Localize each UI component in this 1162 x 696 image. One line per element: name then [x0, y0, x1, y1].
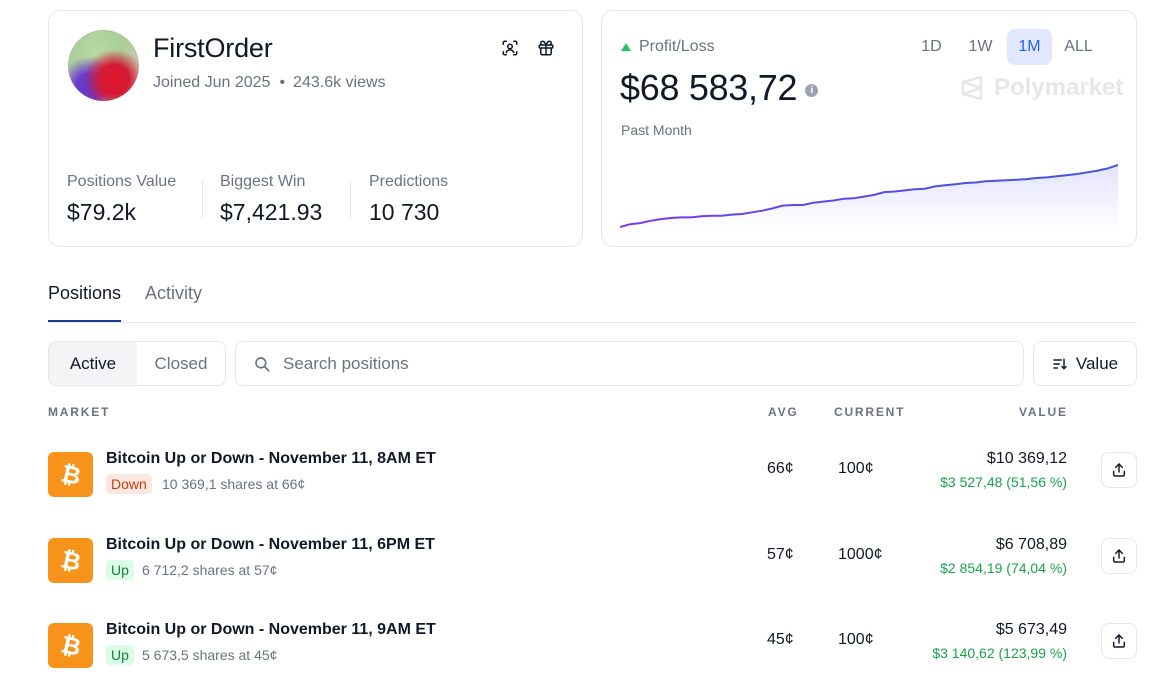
search-icon: [255, 356, 270, 372]
view-count: 243.6k views: [293, 74, 386, 91]
sort-icon: [1053, 358, 1067, 369]
bitcoin-glyph-icon: ₿: [58, 632, 83, 660]
range-tab-1w[interactable]: 1W: [968, 38, 993, 55]
separator-dot: •: [279, 74, 286, 91]
current-price: 1000¢: [838, 546, 883, 563]
shares-info: 5 673,5 shares at 45¢: [142, 647, 278, 663]
outcome-badge: Down: [106, 474, 152, 494]
search-input[interactable]: [283, 353, 1003, 374]
share-button[interactable]: [1101, 538, 1137, 574]
current-price: 100¢: [838, 631, 874, 648]
outcome-badge: Up: [106, 645, 134, 665]
pnl-label: Profit/Loss: [621, 38, 715, 56]
polymarket-logo-icon: [961, 75, 983, 101]
profit-loss-card: Profit/Loss $68 583,72 i Past Month 1D 1…: [601, 10, 1137, 247]
outcome-badge: Up: [106, 560, 134, 580]
pnl-line: [620, 164, 1118, 228]
position-value: $5 673,49: [995, 621, 1067, 638]
position-value: $6 708,89: [995, 536, 1067, 553]
market-title[interactable]: Bitcoin Up or Down - November 11, 8AM ET: [106, 450, 436, 467]
joined-date: Joined Jun 2025: [153, 74, 271, 91]
stat-value: $79.2k: [67, 199, 137, 225]
bitcoin-icon: ₿: [48, 623, 93, 668]
tab-positions[interactable]: Positions: [48, 283, 122, 322]
market-title[interactable]: Bitcoin Up or Down - November 11, 9AM ET: [106, 621, 436, 638]
svg-text:₿: ₿: [58, 461, 83, 489]
profile-meta: Joined Jun 2025 • 243.6k views: [153, 74, 386, 92]
range-tabs: 1D 1W 1M ALL: [909, 29, 1101, 65]
profile-tabs: Positions Activity: [48, 283, 202, 322]
pnl-chart: [620, 164, 1118, 231]
position-pnl: $2 854,19 (74,04 %): [940, 560, 1067, 576]
divider: [202, 180, 203, 218]
avg-price: 45¢: [767, 631, 794, 648]
divider: [350, 180, 351, 218]
closed-filter-button[interactable]: Closed: [154, 353, 208, 373]
pnl-amount: $68 583,72: [620, 67, 798, 108]
range-tab-1m[interactable]: 1M: [1007, 29, 1052, 65]
column-header-current: CURRENT: [834, 405, 906, 419]
stat-value: $7,421.93: [220, 199, 323, 225]
stat-positions-value: Positions Value $79.2k: [67, 173, 176, 226]
stat-biggest-win: Biggest Win $7,421.93: [220, 173, 322, 226]
table-row[interactable]: ₿ Bitcoin Up or Down - November 11, 8AM …: [48, 450, 1137, 512]
position-pnl: $3 527,48 (51,56 %): [940, 474, 1067, 490]
pnl-value: $68 583,72 i: [620, 67, 819, 109]
username: FirstOrder: [153, 33, 273, 63]
position-value: $10 369,12: [986, 450, 1067, 467]
range-tab-all[interactable]: ALL: [1064, 38, 1093, 55]
bitcoin-icon: ₿: [48, 538, 93, 583]
svg-text:₿: ₿: [58, 547, 83, 575]
current-price: 100¢: [838, 460, 874, 477]
stat-value: 10 730: [369, 199, 440, 225]
pnl-label-text: Profit/Loss: [639, 38, 715, 55]
bitcoin-icon: ₿: [48, 452, 93, 497]
status-segment: Active Closed: [48, 341, 226, 386]
share-button[interactable]: [1101, 623, 1137, 659]
shares-info: 10 369,1 shares at 66¢: [162, 476, 306, 492]
bitcoin-glyph-icon: ₿: [58, 461, 83, 489]
table-row[interactable]: ₿ Bitcoin Up or Down - November 11, 6PM …: [48, 536, 1137, 598]
column-header-value: VALUE: [1019, 405, 1068, 419]
column-header-market: MARKET: [48, 405, 111, 419]
active-filter-button[interactable]: Active: [49, 342, 137, 385]
polymarket-watermark: Polymarket: [960, 74, 1123, 102]
search-box: [235, 341, 1024, 386]
sort-label: Value: [1075, 353, 1119, 373]
upload-icon: [1112, 549, 1126, 563]
bitcoin-glyph-icon: ₿: [58, 547, 83, 575]
profile-card: FirstOrder Joined Jun 2025 • 243.6k views …: [48, 10, 583, 247]
avg-price: 57¢: [767, 546, 794, 563]
pnl-period: Past Month: [621, 122, 692, 138]
stat-label: Predictions: [369, 173, 449, 190]
stat-predictions: Predictions 10 730: [369, 173, 448, 226]
range-tab-1d[interactable]: 1D: [921, 38, 942, 55]
column-header-avg: AVG: [768, 405, 799, 419]
upload-icon: [1112, 463, 1126, 477]
avg-price: 66¢: [767, 460, 794, 477]
share-button[interactable]: [1101, 452, 1137, 488]
avatar[interactable]: [68, 30, 139, 101]
gift-icon[interactable]: [535, 37, 557, 59]
brand-name: Polymarket: [994, 74, 1124, 101]
info-icon[interactable]: i: [805, 83, 819, 97]
table-row[interactable]: ₿ Bitcoin Up or Down - November 11, 9AM …: [48, 621, 1137, 683]
trend-up-icon: [621, 43, 631, 51]
shares-info: 6 712,2 shares at 57¢: [142, 562, 278, 578]
tabs-divider: [48, 322, 1137, 323]
svg-text:₿: ₿: [58, 632, 83, 660]
position-pnl: $3 140,62 (123,99 %): [932, 645, 1067, 661]
stat-label: Positions Value: [67, 173, 177, 190]
tab-activity[interactable]: Activity: [145, 283, 203, 303]
pnl-area: [620, 165, 1118, 231]
scan-face-icon[interactable]: [499, 37, 521, 59]
market-title[interactable]: Bitcoin Up or Down - November 11, 6PM ET: [106, 536, 435, 553]
stat-label: Biggest Win: [220, 173, 306, 190]
sort-button[interactable]: Value: [1033, 341, 1137, 386]
upload-icon: [1112, 634, 1126, 648]
